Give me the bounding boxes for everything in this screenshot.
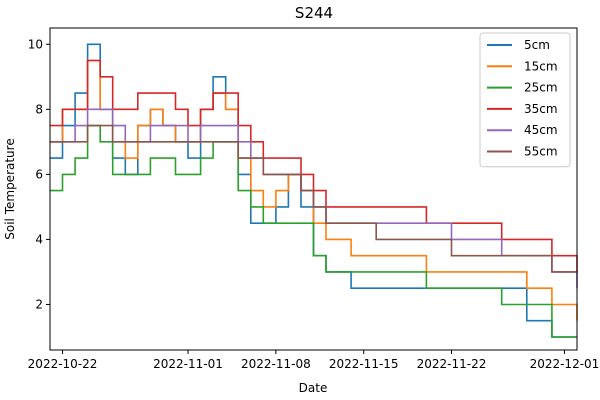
- x-tick-label: 2022-11-01: [153, 357, 223, 371]
- x-tick-label: 2022-11-08: [241, 357, 311, 371]
- legend-label-35cm: 35cm: [524, 102, 558, 116]
- x-tick-label: 2022-10-22: [28, 357, 98, 371]
- x-tick-label: 2022-11-22: [417, 357, 487, 371]
- y-tick-label: 4: [35, 232, 43, 246]
- x-axis-label: Date: [299, 381, 328, 395]
- y-axis: 2 4 6 8 10: [28, 37, 50, 311]
- series-line-45cm: [50, 108, 578, 289]
- series-line-35cm: [50, 59, 578, 272]
- chart-title: S244: [295, 4, 333, 22]
- legend: 5cm 15cm 25cm 35cm 45cm 55cm: [479, 32, 571, 168]
- legend-label-15cm: 15cm: [524, 59, 558, 73]
- legend-label-45cm: 45cm: [524, 123, 558, 137]
- y-tick-label: 2: [35, 297, 43, 311]
- y-axis-label: Soil Temperature: [3, 138, 17, 239]
- series-line-55cm: [50, 124, 577, 273]
- legend-label-55cm: 55cm: [524, 145, 558, 159]
- x-tick-label: 2022-11-15: [329, 357, 399, 371]
- x-axis: 2022-10-22 2022-11-01 2022-11-08 2022-11-15…: [28, 350, 600, 371]
- y-tick-label: 8: [35, 102, 43, 116]
- y-tick-label: 10: [28, 37, 43, 51]
- legend-label-25cm: 25cm: [524, 81, 558, 95]
- y-tick-label: 6: [35, 167, 43, 181]
- series-lines: [50, 43, 578, 338]
- legend-label-5cm: 5cm: [524, 38, 550, 52]
- plot-frame: [49, 27, 578, 351]
- x-tick-label: 2022-12-01: [530, 357, 600, 371]
